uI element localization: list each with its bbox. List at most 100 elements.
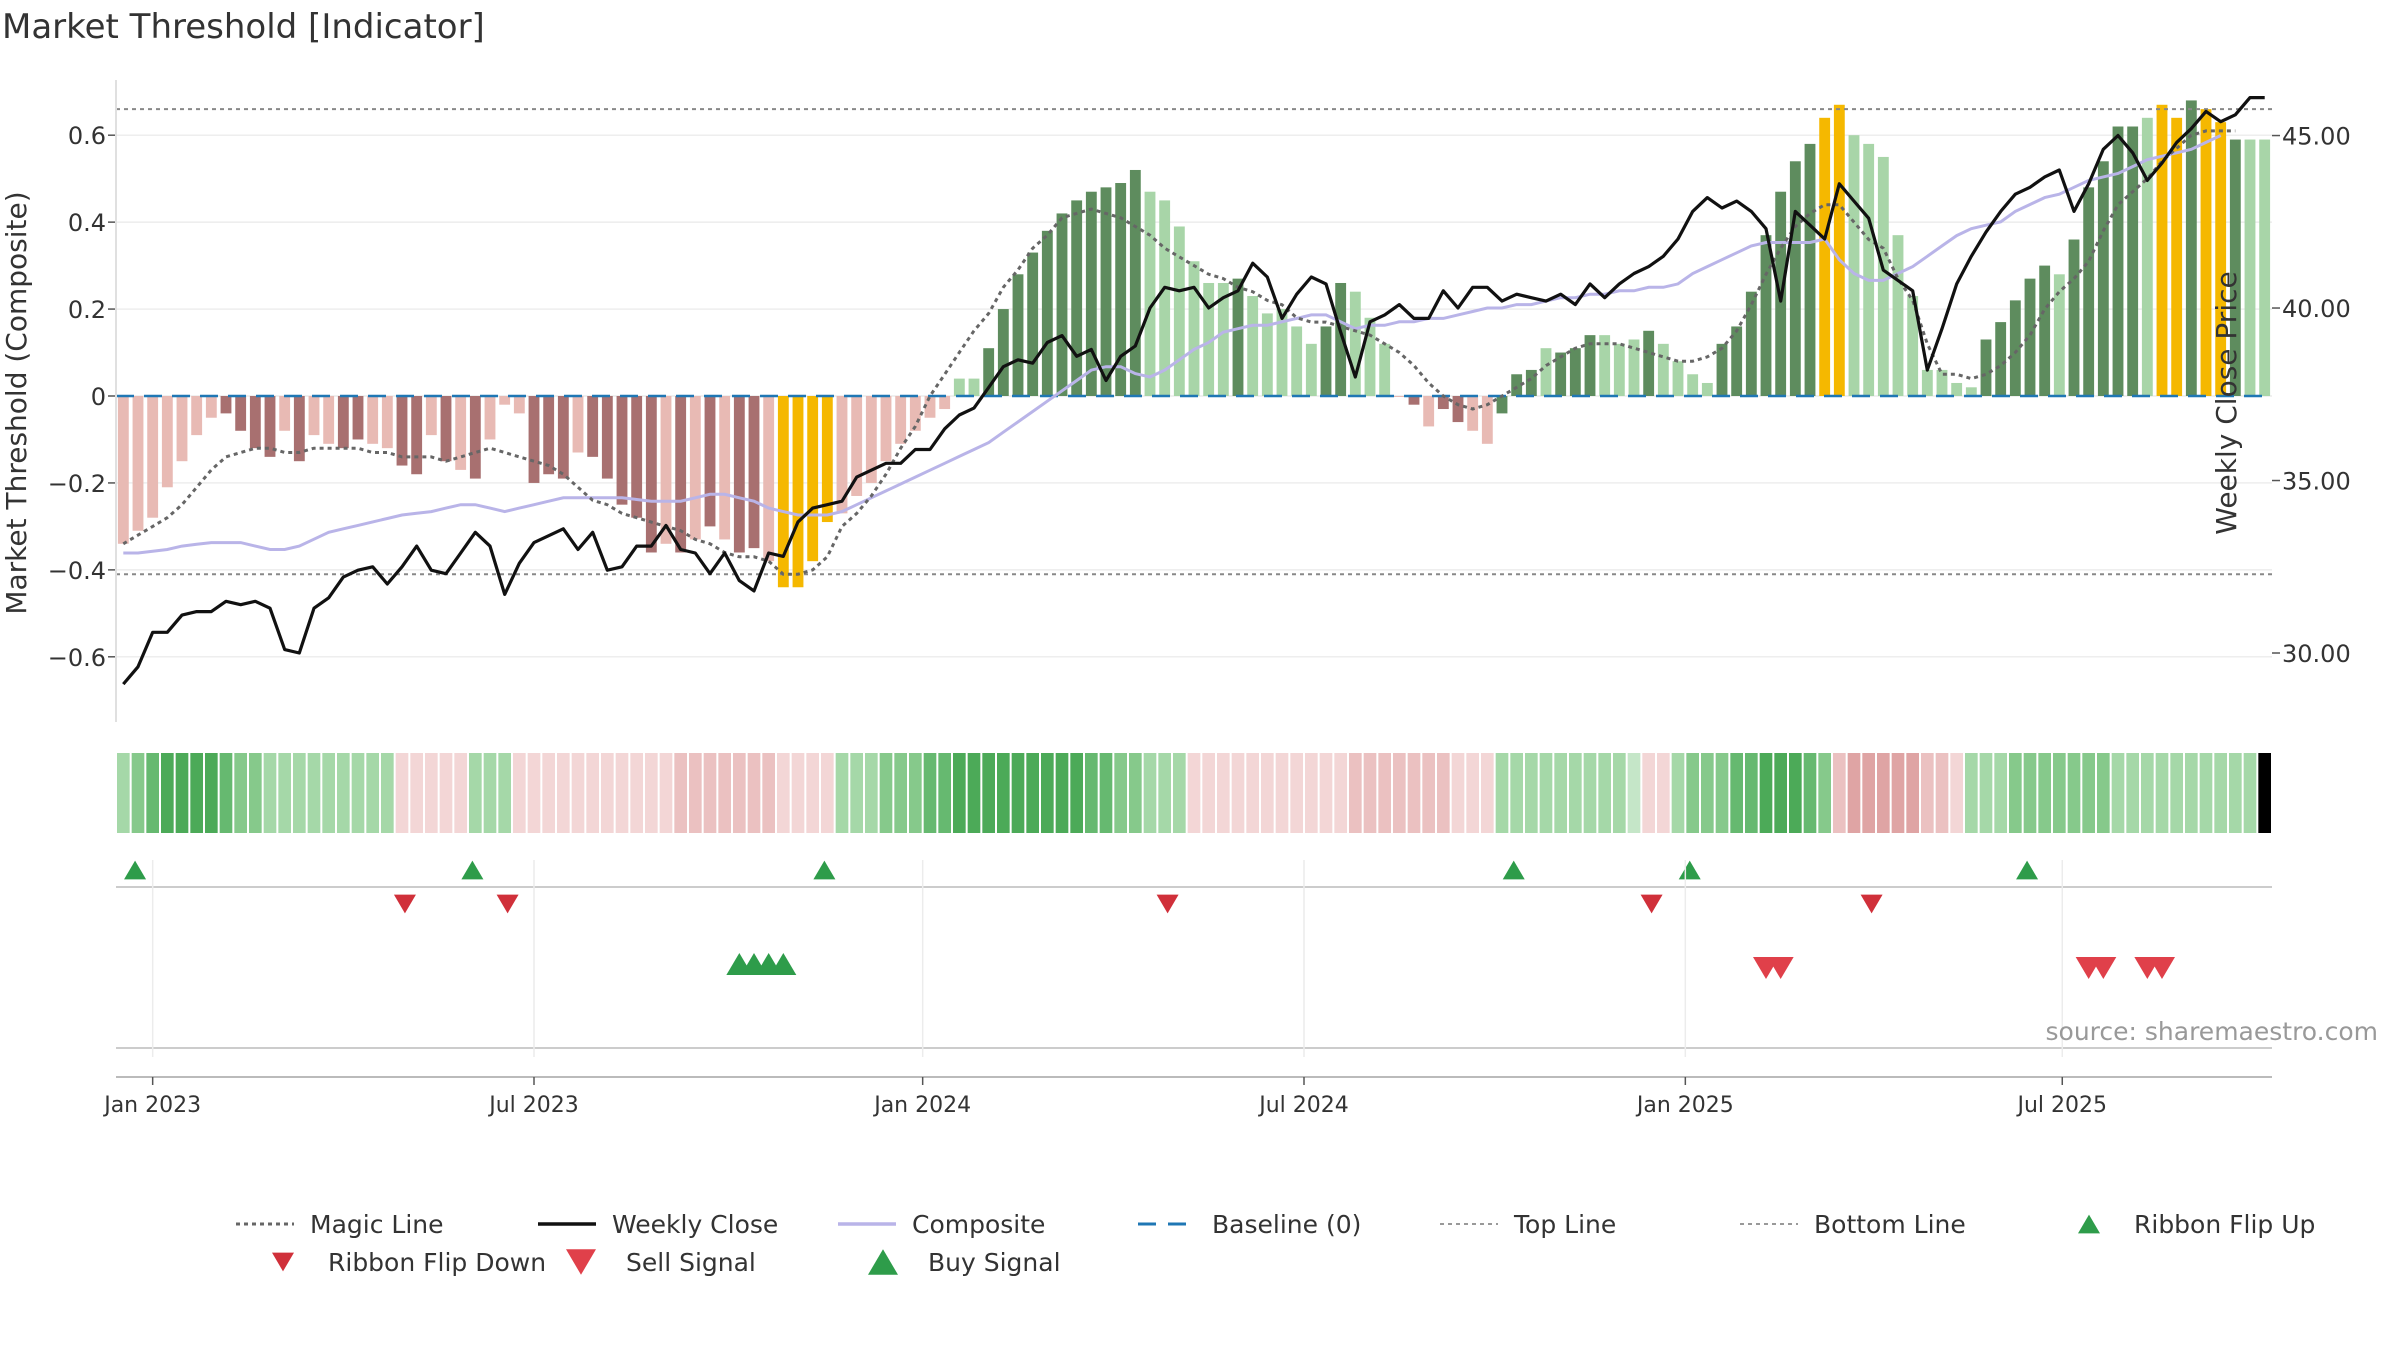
legend-label: Composite xyxy=(912,1210,1045,1239)
composite-bar xyxy=(1335,282,1347,396)
y2-tick-label: 40.00 xyxy=(2282,295,2351,323)
ribbon-cell xyxy=(1378,753,1391,833)
composite-bar xyxy=(1423,396,1435,427)
composite-bar xyxy=(909,396,921,431)
ribbon-cell xyxy=(674,753,687,833)
ribbon-cell xyxy=(483,753,497,833)
composite-bar xyxy=(2039,265,2051,396)
ribbon-cell xyxy=(938,753,951,833)
composite-bar xyxy=(1320,326,1332,396)
composite-bar xyxy=(1364,317,1376,396)
composite-bar xyxy=(763,396,775,562)
composite-bar xyxy=(2244,139,2256,396)
ribbon-cell xyxy=(1349,753,1362,833)
composite-bar xyxy=(1144,191,1156,396)
ribbon-cell xyxy=(806,753,819,833)
ribbon-cell xyxy=(454,753,467,833)
sell-signal-marker xyxy=(2149,956,2175,980)
ribbon-cell xyxy=(351,753,365,833)
composite-bar xyxy=(1995,322,2007,396)
composite-bar xyxy=(1892,235,1904,396)
ribbon-cell xyxy=(513,753,526,833)
ribbon-cell xyxy=(2141,753,2154,833)
ribbon-cell xyxy=(322,753,335,833)
ribbon-cell xyxy=(733,753,746,833)
ribbon-cell xyxy=(909,753,922,833)
legend-label: Sell Signal xyxy=(626,1248,756,1277)
ribbon-cell xyxy=(278,753,291,833)
composite-bar xyxy=(2024,278,2036,396)
composite-bar xyxy=(381,396,393,449)
ribbon-cell xyxy=(1950,753,1963,833)
ribbon-cell xyxy=(1877,753,1890,833)
ribbon-flip-up-marker xyxy=(2016,860,2039,880)
ribbon-cell xyxy=(395,753,409,833)
composite-bar xyxy=(1657,343,1669,396)
ribbon-cell xyxy=(425,753,438,833)
ribbon-cell xyxy=(894,753,907,833)
source-note: source: sharemaestro.com xyxy=(2046,1017,2379,1046)
composite-bar xyxy=(2185,100,2197,396)
ribbon-cell xyxy=(571,753,585,833)
composite-bar xyxy=(352,396,364,440)
composite-bar xyxy=(1716,343,1728,396)
composite-bar xyxy=(1569,348,1581,396)
ribbon-cell xyxy=(1921,753,1934,833)
y-tick-label: −0.6 xyxy=(48,644,106,672)
composite-bar xyxy=(2127,126,2139,397)
ribbon-cell xyxy=(1510,753,1523,833)
ribbon-cell xyxy=(205,753,218,833)
composite-bar xyxy=(1789,161,1801,396)
ribbon-cell xyxy=(1070,753,1083,833)
ribbon-cell xyxy=(1789,753,1802,833)
ribbon-cell xyxy=(1965,753,1978,833)
ribbon-cell xyxy=(718,753,731,833)
ribbon-cell xyxy=(1774,753,1787,833)
ribbon-flip-up-marker xyxy=(461,860,484,880)
x-axis: Jan 2023 Jul 2023 Jan 2024 Jul 2024 Jan 2025… xyxy=(102,860,2272,1118)
ribbon-cell xyxy=(1261,753,1274,833)
ribbon-cell xyxy=(307,753,321,833)
composite-bar xyxy=(2171,117,2183,397)
composite-bar xyxy=(953,378,965,396)
composite-line xyxy=(123,134,2222,555)
ribbon-cell xyxy=(1818,753,1831,833)
composite-bar xyxy=(1907,296,1919,396)
composite-bar xyxy=(1863,143,1875,396)
ribbon-flip-down-marker xyxy=(1860,894,1883,914)
ribbon-cell xyxy=(747,753,761,833)
ribbon-cell xyxy=(175,753,189,833)
composite-bar xyxy=(807,396,819,562)
ribbon-cell xyxy=(615,753,629,833)
ribbon-cell xyxy=(953,753,966,833)
composite-bar xyxy=(1980,339,1992,396)
bar-series xyxy=(117,100,2271,588)
legend-swatch-marker xyxy=(2078,1214,2100,1234)
legend-label: Weekly Close xyxy=(612,1210,778,1239)
composite-bar xyxy=(1936,369,1948,396)
composite-bar xyxy=(1511,374,1523,396)
y-tick-label: 0 xyxy=(91,383,106,411)
sell-signal-marker xyxy=(1767,956,1794,980)
composite-bar xyxy=(2068,239,2080,396)
ribbon-cell xyxy=(117,753,130,833)
ribbon-cell xyxy=(1041,753,1054,833)
composite-bar xyxy=(1525,369,1537,396)
composite-bar xyxy=(499,396,511,405)
ribbon-cell xyxy=(2009,753,2022,833)
composite-bar xyxy=(1848,135,1860,396)
composite-bar xyxy=(1467,396,1479,431)
composite-bar xyxy=(2141,117,2153,397)
ribbon-cell xyxy=(366,753,379,833)
ribbon-cell xyxy=(1495,753,1509,833)
composite-bar xyxy=(293,396,305,462)
ribbon-cell xyxy=(439,753,453,833)
weekly-close-line xyxy=(122,96,2265,686)
composite-bar xyxy=(1100,187,1112,396)
composite-bar xyxy=(2259,139,2271,396)
composite-bar xyxy=(1085,191,1097,396)
composite-bar xyxy=(2083,187,2095,396)
ribbon-cell xyxy=(263,753,277,833)
ribbon-cell xyxy=(2155,753,2169,833)
